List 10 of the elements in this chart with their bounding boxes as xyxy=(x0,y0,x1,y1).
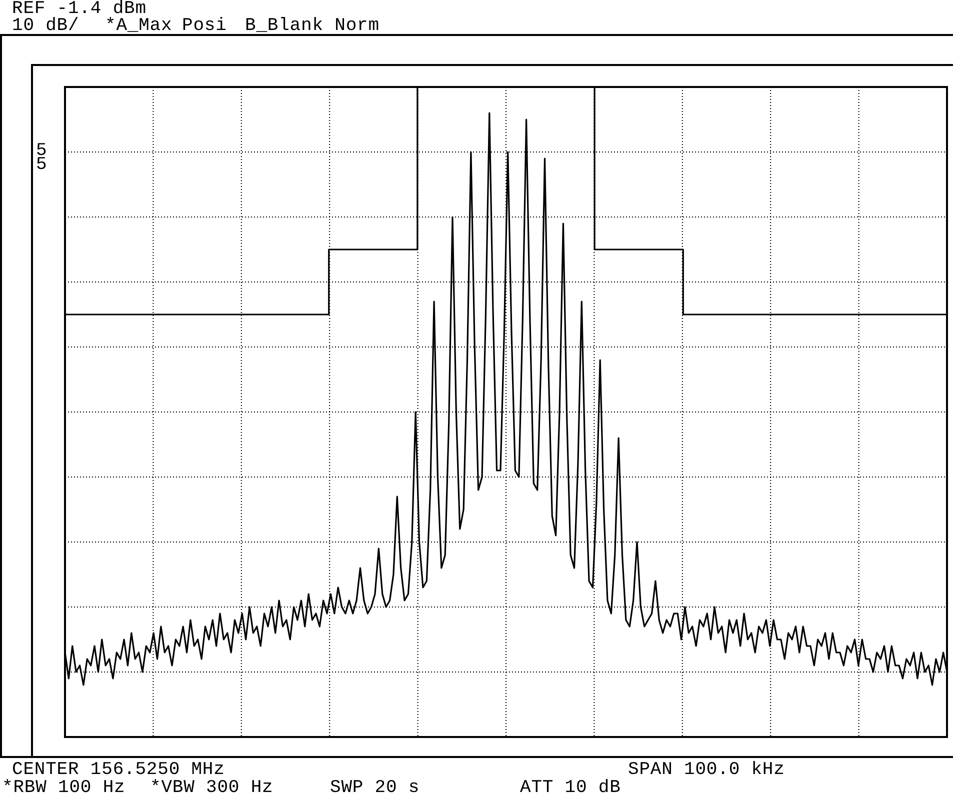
text: B_Blank Norm xyxy=(245,16,380,36)
text: *RBW 100 Hz xyxy=(2,778,126,798)
text: ATT 10 dB xyxy=(520,778,621,798)
text: *VBW 300 Hz xyxy=(150,778,274,798)
text: 10 dB/ xyxy=(12,16,80,36)
text: CENTER 156.5250 MHz xyxy=(12,760,225,780)
text: SPAN 100.0 kHz xyxy=(628,760,785,780)
text: SWP 20 s xyxy=(330,778,420,798)
text: *A_Max xyxy=(105,16,172,36)
text: Posi xyxy=(182,16,227,36)
